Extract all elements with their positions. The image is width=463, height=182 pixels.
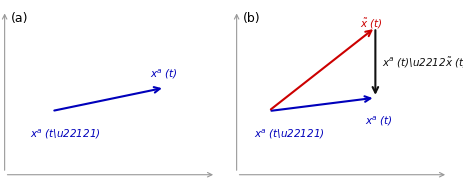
Text: x$^\mathregular{a}$ ($t$\u22121): x$^\mathregular{a}$ ($t$\u22121) bbox=[30, 128, 101, 141]
Text: x$^\mathregular{a}$ ($t$): x$^\mathregular{a}$ ($t$) bbox=[364, 114, 392, 128]
Text: (a): (a) bbox=[11, 12, 29, 25]
Text: x$^\mathregular{a}$ ($t$)\u2212$\tilde{x}$ ($t$): x$^\mathregular{a}$ ($t$)\u2212$\tilde{x… bbox=[381, 56, 463, 70]
Text: x$^\mathregular{a}$ ($t$\u22121): x$^\mathregular{a}$ ($t$\u22121) bbox=[253, 128, 324, 141]
Text: $\tilde{x}$ ($t$): $\tilde{x}$ ($t$) bbox=[360, 17, 382, 31]
Text: (b): (b) bbox=[243, 12, 260, 25]
Text: x$^\mathregular{a}$ ($t$): x$^\mathregular{a}$ ($t$) bbox=[150, 68, 177, 81]
